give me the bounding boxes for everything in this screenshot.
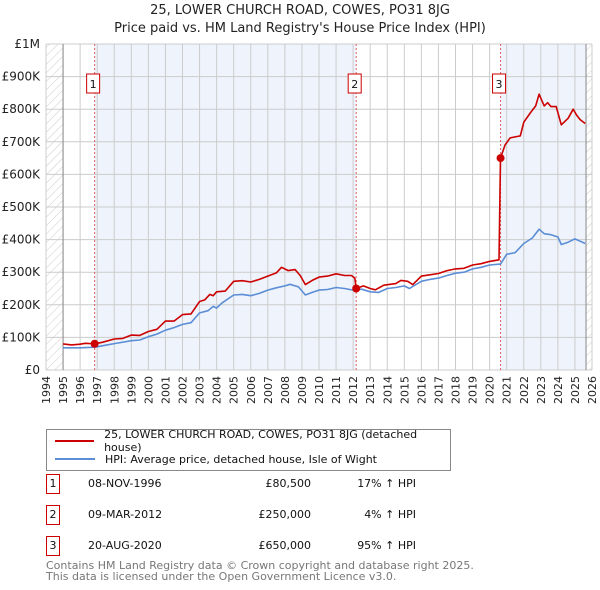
y-tick-label: £800K <box>2 102 42 116</box>
x-tick-label: 2007 <box>262 376 275 404</box>
x-tick-label: 2016 <box>415 376 428 404</box>
x-tick-label: 2014 <box>381 376 394 404</box>
y-tick-label: £900K <box>2 70 42 84</box>
footer-copyright: Contains HM Land Registry data © Crown c… <box>46 559 474 572</box>
x-tick-label: 1994 <box>40 376 53 404</box>
transaction-date: 09-MAR-2012 <box>88 508 163 521</box>
transaction-date: 08-NOV-1996 <box>88 477 162 490</box>
legend-swatch-property <box>55 440 95 442</box>
x-tick-label: 2023 <box>535 376 548 404</box>
legend: 25, LOWER CHURCH ROAD, COWES, PO31 8JG (… <box>46 428 451 471</box>
transaction-hpi: 95% ↑ HPI <box>357 539 416 552</box>
x-tick-label: 2003 <box>194 376 207 404</box>
footer-licence: This data is licensed under the Open Gov… <box>46 570 397 583</box>
x-tick-label: 2010 <box>313 376 326 404</box>
x-tick-label: 1999 <box>125 376 138 404</box>
x-tick-label: 2005 <box>228 376 241 404</box>
x-tick-label: 2012 <box>347 376 360 404</box>
transaction-number: 1 <box>46 474 60 494</box>
price-chart: 1994 1995 1996 1997 1998 1999 2000 2001 2002 2003… <box>2 37 599 404</box>
y-tick-label: £700K <box>2 135 42 149</box>
x-tick-label: 2000 <box>142 376 155 404</box>
x-tick-label: 2018 <box>450 376 463 404</box>
y-tick-label: £400K <box>2 233 42 247</box>
y-tick-label: £600K <box>2 167 42 181</box>
y-tick-label: £300K <box>2 265 42 279</box>
y-tick-label: £100K <box>2 330 42 344</box>
legend-item-hpi: HPI: Average price, detached house, Isle… <box>55 451 377 467</box>
property-price-line <box>63 93 586 346</box>
transaction-hpi: 17% ↑ HPI <box>357 477 416 490</box>
x-tick-label: 2009 <box>296 376 309 404</box>
x-tick-label: 2004 <box>211 376 224 404</box>
x-tick-label: 2019 <box>467 376 480 404</box>
x-tick-label: 2015 <box>398 376 411 404</box>
sale-point <box>496 154 505 163</box>
sale-marker-box <box>347 73 362 94</box>
x-tick-label: 2020 <box>484 376 497 404</box>
sale-marker-label: 3 <box>496 78 503 91</box>
legend-label-hpi: HPI: Average price, detached house, Isle… <box>105 452 377 466</box>
x-tick-label: 2017 <box>432 376 445 404</box>
y-tick-label: £500K <box>2 200 42 214</box>
sale-marker-box <box>86 73 101 94</box>
x-tick-label: 2024 <box>552 376 565 404</box>
sale-point <box>90 339 99 348</box>
sale-marker-label: 1 <box>90 78 97 91</box>
x-tick-label: 2011 <box>330 376 343 404</box>
transaction-price: £80,500 <box>265 477 312 490</box>
x-tick-label: 2006 <box>245 376 258 404</box>
legend-label-property: 25, LOWER CHURCH ROAD, COWES, PO31 8JG (… <box>104 428 418 454</box>
transaction-price: £250,000 <box>258 508 312 521</box>
y-tick-label: £1M <box>14 37 40 51</box>
x-tick-label: 2025 <box>569 376 582 404</box>
chart-title-line2: Price paid vs. HM Land Registry's House … <box>114 21 486 36</box>
legend-swatch-hpi <box>55 458 95 460</box>
x-tick-label: 2002 <box>177 376 190 404</box>
transaction-number: 3 <box>46 536 60 556</box>
x-tick-label: 2022 <box>518 376 531 404</box>
x-tick-label: 2001 <box>159 376 172 404</box>
x-tick-label: 1997 <box>91 376 104 404</box>
sale-marker-box <box>492 73 507 94</box>
y-tick-label: £200K <box>2 298 42 312</box>
chart-title-line1: 25, LOWER CHURCH ROAD, COWES, PO31 8JG <box>150 3 450 18</box>
footer: Contains HM Land Registry data © Crown c… <box>46 560 474 582</box>
x-tick-label: 1996 <box>74 376 87 404</box>
x-tick-label: 2021 <box>501 376 514 404</box>
y-tick-label: £0 <box>25 363 40 377</box>
x-tick-label: 2008 <box>279 376 292 404</box>
transaction-hpi: 4% ↑ HPI <box>364 508 416 521</box>
legend-item-property: 25, LOWER CHURCH ROAD, COWES, PO31 8JG (… <box>55 428 450 454</box>
sale-marker-label: 2 <box>351 78 358 91</box>
x-tick-label: 1995 <box>57 376 70 404</box>
sale-point <box>352 284 361 293</box>
x-tick-label: 1998 <box>108 376 121 404</box>
x-tick-label: 2013 <box>364 376 377 404</box>
x-tick-label: 2026 <box>586 376 599 404</box>
hpi-line <box>63 228 586 349</box>
transaction-price: £650,000 <box>258 539 312 552</box>
transaction-date: 20-AUG-2020 <box>88 539 162 552</box>
transaction-number: 2 <box>46 505 60 525</box>
